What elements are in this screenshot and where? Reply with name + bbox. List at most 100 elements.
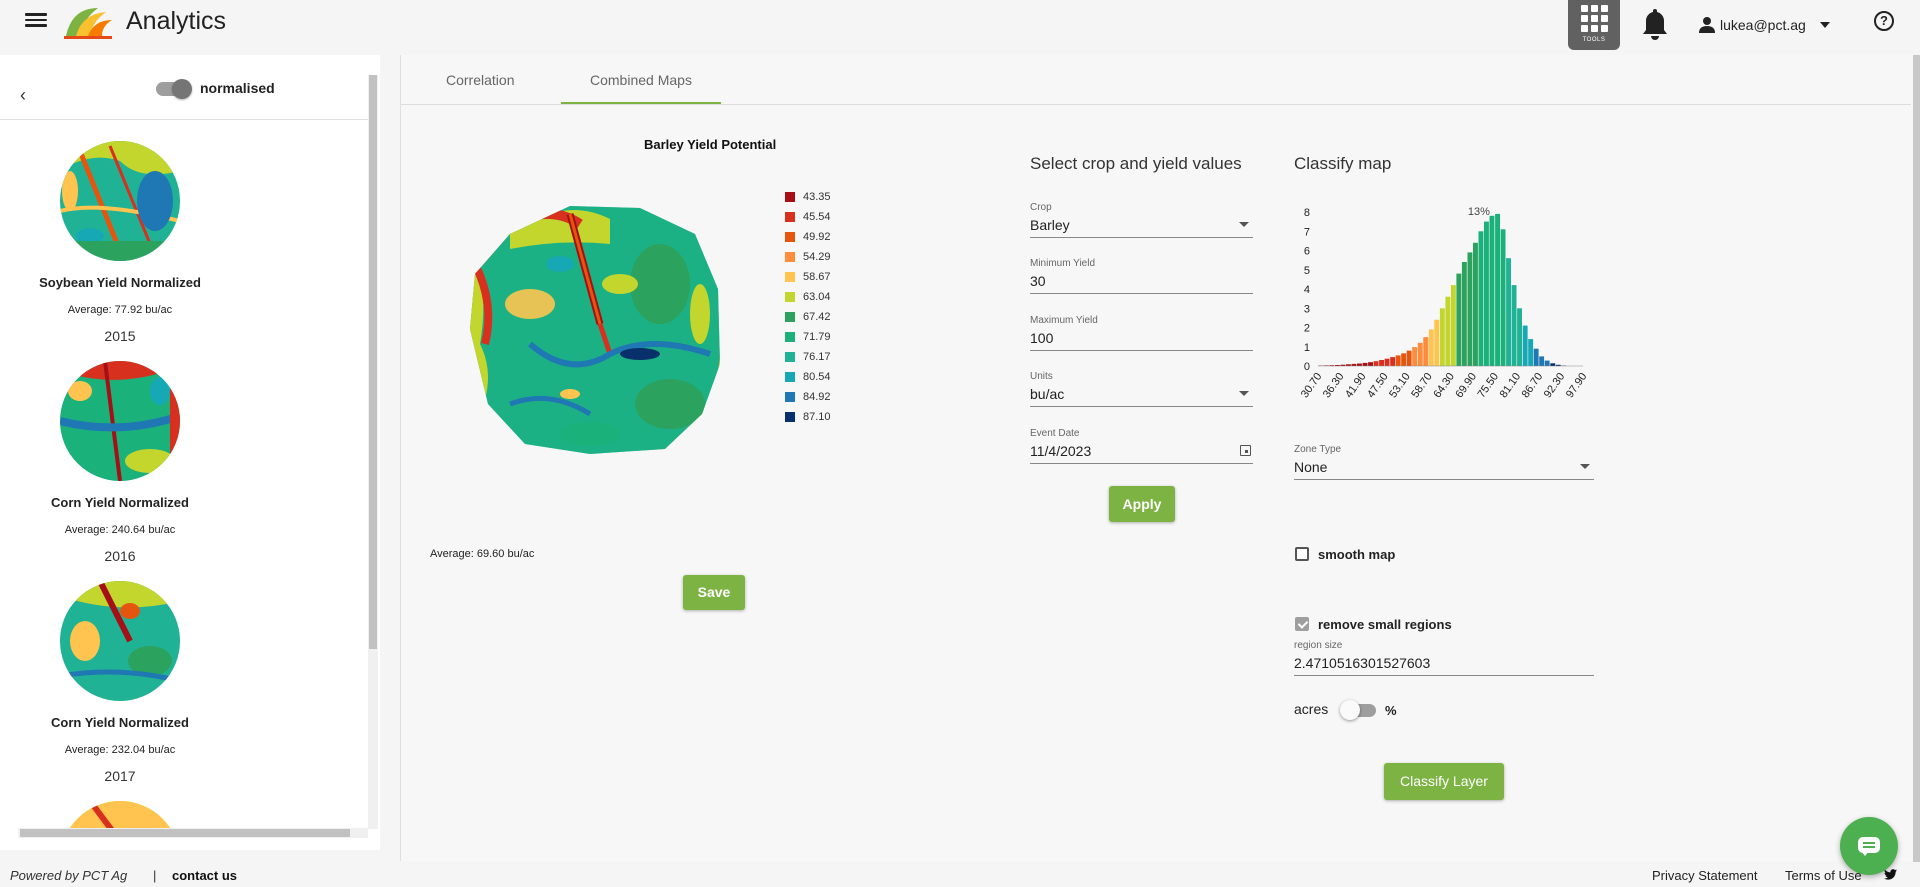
y-tick-label: 7 xyxy=(1304,226,1310,238)
legend-item: 71.79 xyxy=(785,327,831,347)
chat-icon[interactable] xyxy=(1840,817,1898,875)
histogram-bar xyxy=(1456,273,1462,366)
x-tick-label: 75.50 xyxy=(1476,371,1502,400)
region-size-value: 2.4710516301527603 xyxy=(1294,655,1431,671)
app-title: Analytics xyxy=(126,7,227,35)
list-item[interactable] xyxy=(0,801,240,833)
legend-value: 67.42 xyxy=(803,311,831,323)
smooth-map-checkbox[interactable] xyxy=(1295,547,1309,561)
histogram-bar xyxy=(1329,365,1335,366)
main-content: Correlation Combined Maps xyxy=(400,55,1920,865)
event-date-value: 11/4/2023 xyxy=(1030,443,1092,459)
histogram-bar xyxy=(1434,319,1440,366)
zone-type-label: Zone Type xyxy=(1294,444,1342,455)
main-vertical-scrollbar[interactable] xyxy=(1913,55,1920,865)
units-select[interactable]: Units bu/ac xyxy=(1030,371,1253,407)
calendar-icon[interactable] xyxy=(1240,445,1251,456)
tab-combined-maps[interactable]: Combined Maps xyxy=(590,72,692,88)
tools-button[interactable]: TOOLS xyxy=(1568,0,1620,50)
legend-value: 76.17 xyxy=(803,351,831,363)
units-toggle[interactable] xyxy=(1340,700,1378,720)
legend-swatch xyxy=(785,392,795,402)
apply-button[interactable]: Apply xyxy=(1109,486,1175,522)
x-tick-label: 97.90 xyxy=(1564,371,1590,400)
classify-layer-button[interactable]: Classify Layer xyxy=(1384,763,1504,800)
histogram-bar xyxy=(1511,285,1517,366)
histogram-bar xyxy=(1379,360,1384,366)
crop-select[interactable]: Crop Barley xyxy=(1030,202,1253,238)
user-menu[interactable]: lukea@pct.ag xyxy=(1698,14,1830,36)
histogram-bar xyxy=(1384,358,1390,366)
map-name: Corn Yield Normalized xyxy=(51,495,189,510)
legend-value: 58.67 xyxy=(803,271,831,283)
tab-correlation[interactable]: Correlation xyxy=(446,72,515,88)
x-tick-label: 81.10 xyxy=(1498,371,1524,400)
grid-icon xyxy=(1580,5,1608,32)
maximum-yield-value: 100 xyxy=(1030,330,1054,346)
list-item[interactable]: Corn Yield Normalized Average: 232.04 bu… xyxy=(0,581,240,784)
y-tick-label: 1 xyxy=(1304,342,1310,354)
histogram-bar xyxy=(1346,364,1351,366)
map-average: Average: 232.04 bu/ac xyxy=(64,744,176,756)
histogram-bar xyxy=(1478,231,1484,367)
histogram-bar xyxy=(1544,360,1550,366)
privacy-statement-link[interactable]: Privacy Statement xyxy=(1652,868,1758,883)
y-tick-label: 4 xyxy=(1304,284,1310,296)
x-tick-label: 41.90 xyxy=(1343,371,1369,400)
histogram-bar xyxy=(1539,356,1545,366)
sidebar-horizontal-scrollbar[interactable] xyxy=(18,828,368,838)
x-tick-label: 36.30 xyxy=(1321,371,1347,400)
sidebar-toolbar: ‹ normalised xyxy=(0,55,370,120)
histogram-bar xyxy=(1390,357,1396,366)
legend-item: 49.92 xyxy=(785,227,831,247)
map-thumbnail xyxy=(60,141,180,261)
map-thumbnail xyxy=(60,361,180,481)
minimum-yield-label: Minimum Yield xyxy=(1030,258,1096,269)
list-item[interactable]: Soybean Yield Normalized Average: 77.92 … xyxy=(0,141,240,344)
map-legend: 43.35 45.54 49.92 54.29 58.67 63.04 67.42 71.79… xyxy=(785,187,831,427)
y-tick-label: 2 xyxy=(1304,323,1310,335)
histogram-bar xyxy=(1517,308,1522,367)
menu-icon[interactable] xyxy=(25,10,47,28)
terms-of-use-link[interactable]: Terms of Use xyxy=(1785,868,1862,883)
yield-map[interactable] xyxy=(470,204,720,454)
histogram-bar xyxy=(1495,213,1500,366)
save-button[interactable]: Save xyxy=(683,575,745,610)
list-item[interactable]: Corn Yield Normalized Average: 240.64 bu… xyxy=(0,361,240,564)
maximum-yield-field[interactable]: Maximum Yield 100 xyxy=(1030,315,1253,351)
normalised-toggle[interactable] xyxy=(154,79,192,99)
classify-panel-title: Classify map xyxy=(1294,154,1392,173)
map-name: Soybean Yield Normalized xyxy=(39,275,201,290)
legend-value: 45.54 xyxy=(803,211,831,223)
histogram-bar xyxy=(1528,339,1534,366)
layers-sidebar: ‹ normalised Soybean Yield Nor xyxy=(0,55,380,850)
notification-bell-icon[interactable] xyxy=(1640,6,1670,42)
histogram-bar xyxy=(1450,285,1456,366)
histogram-bar xyxy=(1362,362,1368,366)
remove-small-regions-checkbox[interactable] xyxy=(1295,617,1309,631)
twitter-icon[interactable] xyxy=(1884,869,1897,880)
footer-separator: | xyxy=(153,868,157,883)
event-date-field[interactable]: Event Date 11/4/2023 xyxy=(1030,428,1253,464)
minimum-yield-field[interactable]: Minimum Yield 30 xyxy=(1030,258,1253,294)
legend-swatch xyxy=(785,372,795,382)
map-average: Average: 77.92 bu/ac xyxy=(67,304,173,316)
back-chevron-icon[interactable]: ‹ xyxy=(20,85,26,105)
acres-label: acres xyxy=(1294,701,1329,717)
help-icon[interactable]: ? xyxy=(1874,11,1894,31)
legend-swatch xyxy=(785,192,795,202)
zone-type-select[interactable]: Zone Type None xyxy=(1294,444,1594,480)
sidebar-vertical-scrollbar[interactable] xyxy=(368,75,378,829)
tab-bar: Correlation Combined Maps xyxy=(401,55,1911,105)
percent-label: % xyxy=(1385,703,1397,718)
x-tick-label: 58.70 xyxy=(1409,371,1435,400)
x-tick-label: 53.10 xyxy=(1387,371,1413,400)
region-size-field[interactable]: region size 2.4710516301527603 xyxy=(1294,640,1594,676)
y-tick-label: 8 xyxy=(1304,207,1310,219)
histogram-bar xyxy=(1368,362,1373,366)
units-label: Units xyxy=(1030,371,1053,382)
legend-item: 67.42 xyxy=(785,307,831,327)
histogram-bar xyxy=(1506,258,1511,366)
contact-us-link[interactable]: contact us xyxy=(172,868,238,883)
tools-label: TOOLS xyxy=(1582,37,1606,43)
